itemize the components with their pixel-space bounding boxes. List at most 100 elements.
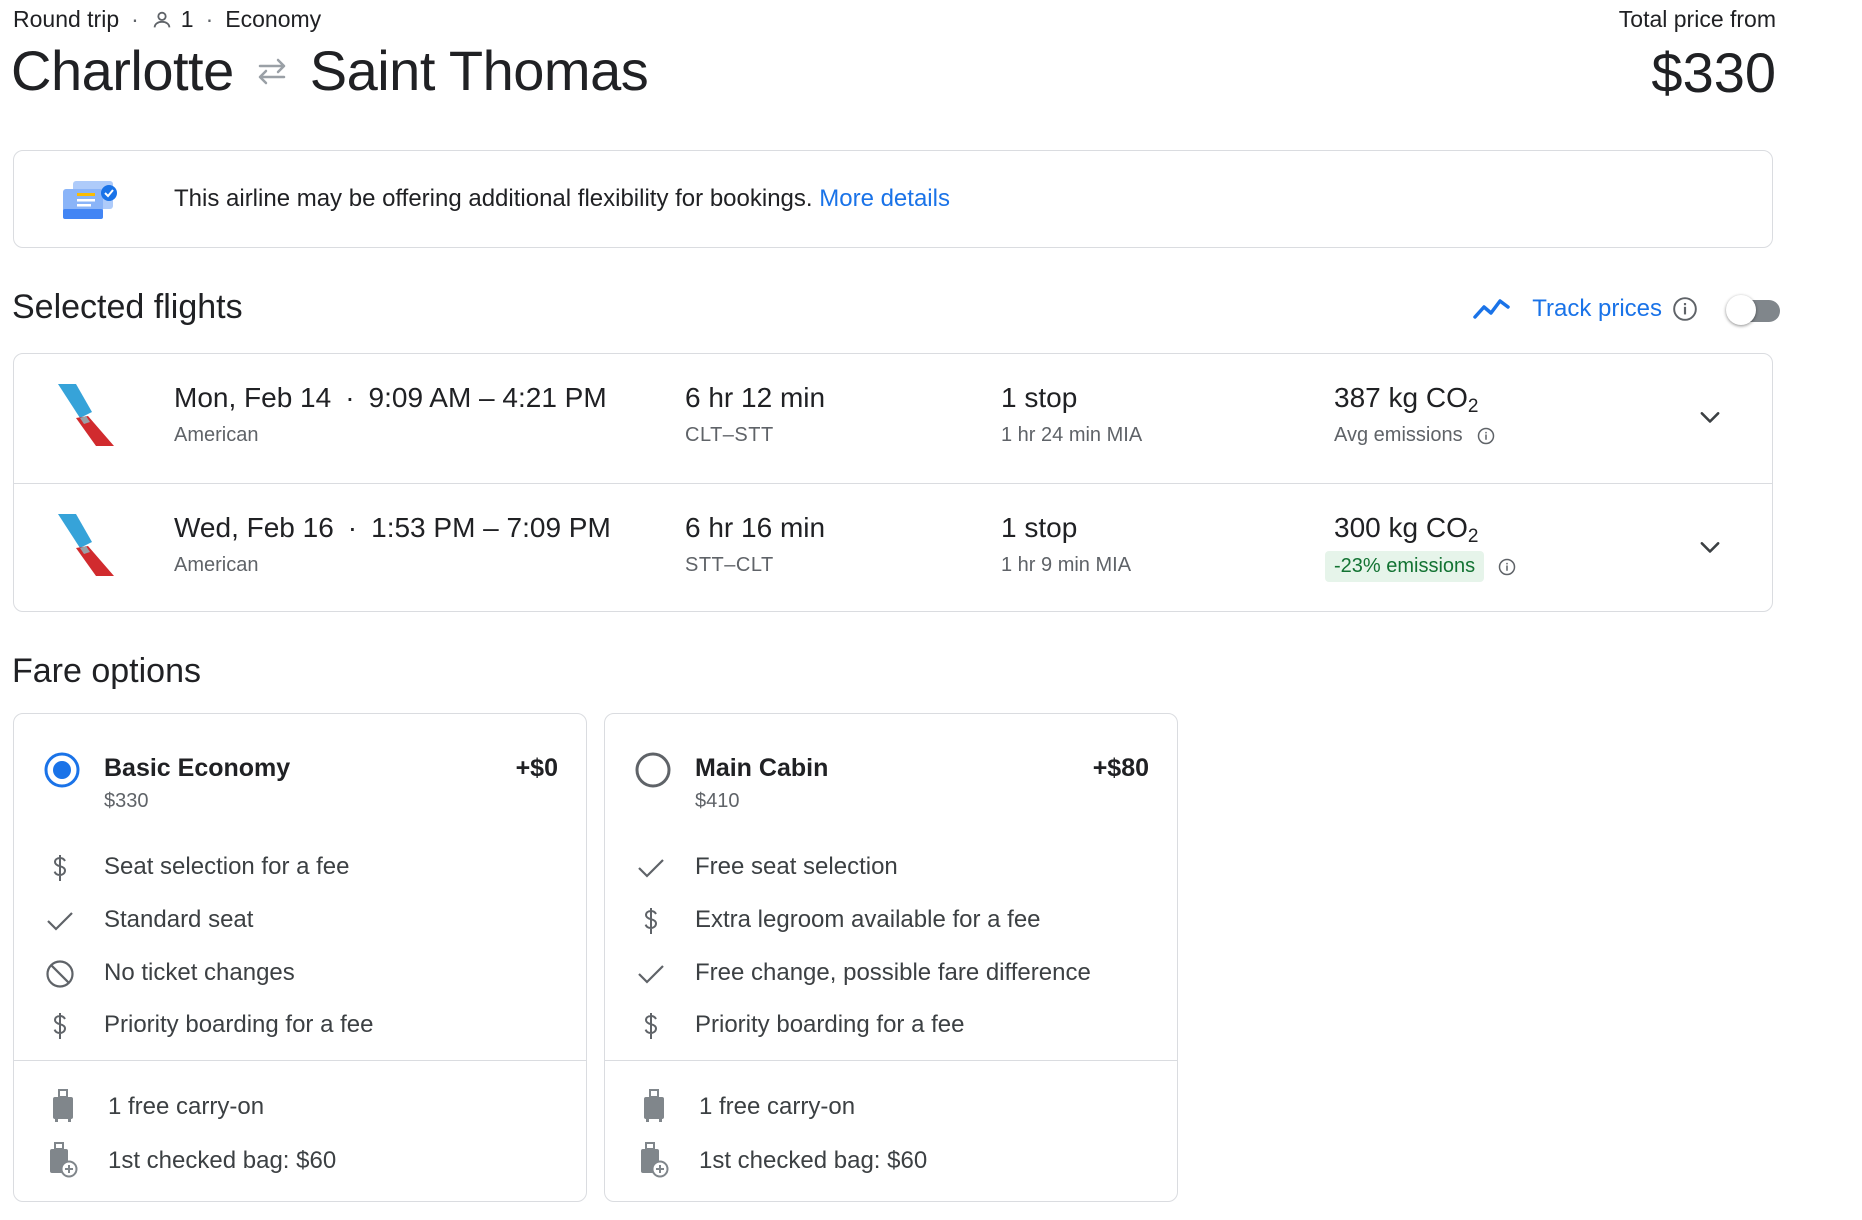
baggage-item: 1 free carry-on	[14, 1086, 586, 1128]
flight-duration: 6 hr 12 min	[685, 382, 826, 413]
fare-feature: Free seat selection	[605, 848, 1177, 888]
flight-date: Wed, Feb 16	[174, 512, 334, 543]
track-prices-label[interactable]: Track prices	[1532, 295, 1662, 322]
flight-row-outbound[interactable]: Mon, Feb 14 · 9:09 AM – 4:21 PM American 6…	[14, 354, 1772, 482]
baggage-text: 1st checked bag: $60	[108, 1147, 337, 1174]
fare-feature: Priority boarding for a fee	[14, 1006, 586, 1046]
flight-co2: 300 kg CO2	[1334, 512, 1478, 548]
flight-co2: 387 kg CO2	[1334, 382, 1478, 418]
feature-text: Extra legroom available for a fee	[695, 906, 1041, 933]
banner-message: This airline may be offering additional …	[174, 185, 813, 212]
info-icon[interactable]	[1477, 427, 1495, 445]
flight-route-codes: STT–CLT	[685, 554, 774, 576]
emissions-badge: -23% emissions	[1325, 551, 1485, 582]
feature-text: Standard seat	[104, 906, 254, 933]
fare-price-delta: +$80	[1092, 754, 1149, 782]
fare-feature: Priority boarding for a fee	[605, 1006, 1177, 1046]
carry-on-bag-icon	[46, 1088, 80, 1124]
selected-flights-card: Mon, Feb 14 · 9:09 AM – 4:21 PM American 6…	[13, 353, 1773, 612]
carry-on-bag-icon	[637, 1088, 671, 1124]
flight-stops: 1 stop	[1001, 382, 1078, 413]
divider	[14, 1060, 586, 1061]
dollar-icon	[44, 1010, 76, 1042]
passenger-count[interactable]: 1	[180, 6, 194, 32]
co2-subscript: 2	[1467, 526, 1479, 547]
flight-row-return[interactable]: Wed, Feb 16 · 1:53 PM – 7:09 PM American 6…	[14, 483, 1772, 612]
fare-card-basic-economy[interactable]: Basic Economy $330 +$0 Seat selection fo…	[13, 713, 587, 1202]
chevron-down-icon[interactable]	[1696, 404, 1724, 437]
checked-bag-icon	[637, 1142, 671, 1178]
trip-summary: Round trip · 1 · Economy	[13, 6, 321, 33]
fare-card-main-cabin[interactable]: Main Cabin $410 +$80 Free seat selection…	[604, 713, 1178, 1202]
baggage-item: 1st checked bag: $60	[14, 1140, 586, 1182]
selected-flights-heading: Selected flights	[12, 288, 243, 326]
route-title: Charlotte Saint Thomas	[11, 38, 649, 103]
track-prices-toggle[interactable]	[1726, 294, 1782, 325]
more-details-link[interactable]: More details	[819, 185, 950, 212]
trend-line-icon	[1473, 299, 1510, 319]
total-price-label: Total price from	[1618, 6, 1776, 32]
american-airlines-logo-icon	[58, 514, 114, 581]
divider	[605, 1060, 1177, 1061]
banner-text: This airline may be offering additional …	[174, 185, 950, 213]
feature-text: Free seat selection	[695, 853, 898, 880]
feature-text: Seat selection for a fee	[104, 853, 350, 880]
fare-feature: Seat selection for a fee	[14, 848, 586, 888]
info-icon[interactable]	[1498, 558, 1516, 576]
fare-price: $410	[695, 790, 740, 812]
baggage-item: 1 free carry-on	[605, 1086, 1177, 1128]
co2-subscript: 2	[1467, 396, 1479, 417]
fare-feature: Free change, possible fare difference	[605, 954, 1177, 994]
separator-dot: ·	[205, 6, 214, 32]
flexibility-banner: This airline may be offering additional …	[13, 150, 1773, 248]
feature-text: No ticket changes	[104, 959, 295, 986]
track-prices-control[interactable]: Track prices	[1472, 294, 1782, 325]
radio-unselected-icon[interactable]	[635, 752, 671, 793]
dollar-icon	[44, 852, 76, 884]
fare-name: Main Cabin	[695, 754, 829, 782]
dollar-icon	[635, 1010, 667, 1042]
origin-city: Charlotte	[11, 39, 234, 102]
fare-name: Basic Economy	[104, 754, 291, 782]
checked-bag-icon	[46, 1142, 80, 1178]
check-icon	[44, 905, 76, 937]
flight-times: 9:09 AM – 4:21 PM	[368, 382, 607, 413]
feature-text: Free change, possible fare difference	[695, 959, 1091, 986]
fare-feature: Standard seat	[14, 901, 586, 941]
baggage-text: 1st checked bag: $60	[699, 1147, 928, 1174]
flight-layover: 1 hr 9 min MIA	[1001, 554, 1132, 576]
co2-value: 300 kg CO	[1334, 512, 1468, 543]
flight-stops: 1 stop	[1001, 512, 1078, 543]
baggage-text: 1 free carry-on	[699, 1093, 856, 1120]
american-airlines-logo-icon	[58, 384, 114, 451]
flight-route-codes: CLT–STT	[685, 424, 774, 446]
dollar-icon	[635, 905, 667, 937]
cabin-class[interactable]: Economy	[225, 6, 322, 32]
baggage-text: 1 free carry-on	[108, 1093, 265, 1120]
trip-type[interactable]: Round trip	[13, 6, 120, 32]
emissions-label: Avg emissions	[1334, 424, 1463, 446]
flight-duration: 6 hr 16 min	[685, 512, 826, 543]
fare-feature: Extra legroom available for a fee	[605, 901, 1177, 941]
radio-selected-icon[interactable]	[44, 752, 80, 793]
emissions-info: -23% emissions	[1325, 551, 1516, 582]
co2-value: 387 kg CO	[1334, 382, 1468, 413]
separator-dot: ·	[131, 6, 139, 32]
emissions-info: Avg emissions	[1334, 424, 1495, 447]
fare-price: $330	[104, 790, 149, 812]
chevron-down-icon[interactable]	[1696, 534, 1724, 567]
airline-name: American	[174, 554, 259, 576]
no-entry-icon	[44, 958, 76, 990]
swap-arrows-icon	[254, 57, 290, 85]
flight-date-time: Mon, Feb 14 · 9:09 AM – 4:21 PM	[174, 382, 607, 413]
check-icon	[635, 852, 667, 884]
fare-feature: No ticket changes	[14, 954, 586, 994]
ticket-flex-icon	[59, 179, 119, 228]
destination-city: Saint Thomas	[309, 39, 649, 102]
toggle-knob	[1726, 295, 1756, 325]
info-icon[interactable]	[1672, 296, 1698, 322]
fare-options-heading: Fare options	[12, 652, 201, 690]
person-icon	[153, 11, 171, 27]
airline-name: American	[174, 424, 259, 446]
feature-text: Priority boarding for a fee	[104, 1011, 374, 1038]
